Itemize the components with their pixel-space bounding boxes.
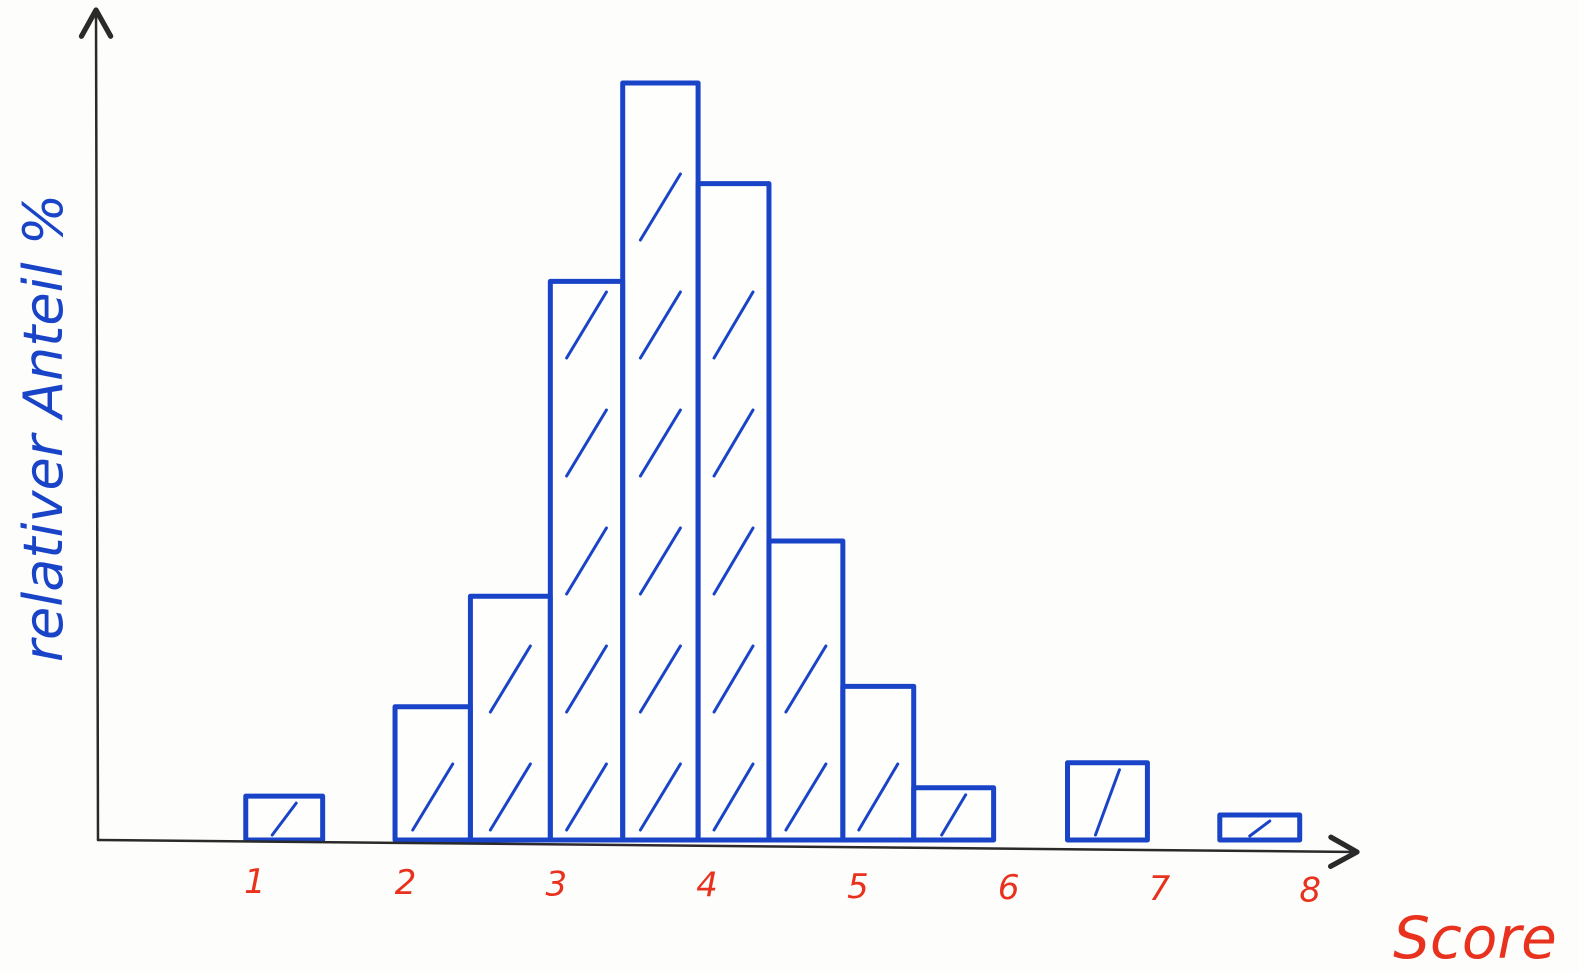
histogram-bar-5 [620, 80, 701, 843]
histogram-bar-10 [1065, 760, 1150, 843]
hatch-stroke [638, 290, 682, 360]
hatch-stroke [940, 793, 968, 837]
x-tick-label-5: 5 [847, 867, 869, 907]
histogram-bar-1 [243, 793, 326, 843]
hatch-stroke [638, 644, 682, 714]
hatch-stroke [565, 526, 608, 596]
hatch-stroke [1248, 819, 1272, 838]
x-tick-label-3: 3 [546, 864, 568, 904]
x-tick-label-6: 6 [998, 868, 1020, 908]
hatch-stroke [638, 408, 682, 478]
hatch-stroke [712, 762, 755, 832]
hatch-stroke [565, 408, 608, 478]
hatch-stroke [712, 408, 755, 478]
histogram-bar-4 [547, 278, 626, 843]
histogram-bar-3 [467, 593, 553, 843]
hatch-stroke [565, 762, 608, 832]
x-tick-label-2: 2 [395, 863, 417, 903]
histogram-bar-9 [911, 785, 997, 843]
bar-outline [840, 683, 917, 843]
hatch-stroke [712, 290, 755, 360]
bar-outline [243, 793, 326, 843]
x-tick-labels: 1 2 3 4 5 6 7 8 [244, 862, 1321, 910]
histogram-bar-6 [695, 181, 772, 843]
bar-outline [620, 80, 701, 843]
hatch-stroke [784, 644, 828, 714]
hatch-stroke [784, 762, 828, 832]
histogram-bar-11 [1217, 812, 1303, 843]
x-tick-label-1: 1 [244, 862, 266, 902]
bars-layer [243, 80, 1303, 843]
hatch-stroke [857, 762, 900, 832]
hatch-stroke [638, 172, 682, 242]
bar-outline [766, 538, 846, 843]
x-axis [96, 834, 1360, 869]
x-tick-label-7: 7 [1149, 869, 1171, 909]
bar-outline [467, 593, 553, 843]
hatch-stroke [565, 290, 608, 360]
hatch-stroke [488, 644, 532, 714]
hatch-stroke [270, 801, 298, 837]
y-axis [78, 7, 114, 842]
histogram-bar-7 [766, 538, 846, 843]
hatch-stroke [712, 644, 755, 714]
x-tick-label-4: 4 [696, 866, 718, 906]
hatch-stroke [1093, 768, 1121, 837]
hatch-stroke [638, 526, 682, 596]
hatch-stroke [565, 644, 608, 714]
histogram-bar-2 [392, 704, 473, 843]
x-tick-label-8: 8 [1299, 870, 1321, 910]
hatch-stroke [488, 762, 532, 832]
hatch-stroke [411, 762, 455, 832]
hatch-stroke [712, 526, 755, 596]
x-axis-title: Score [1393, 904, 1557, 972]
y-axis-title: relativer Anteil % [12, 194, 75, 662]
hatch-stroke [638, 762, 682, 832]
bar-outline [392, 704, 473, 843]
histogram-bar-8 [840, 683, 917, 843]
bar-outline [695, 181, 772, 843]
